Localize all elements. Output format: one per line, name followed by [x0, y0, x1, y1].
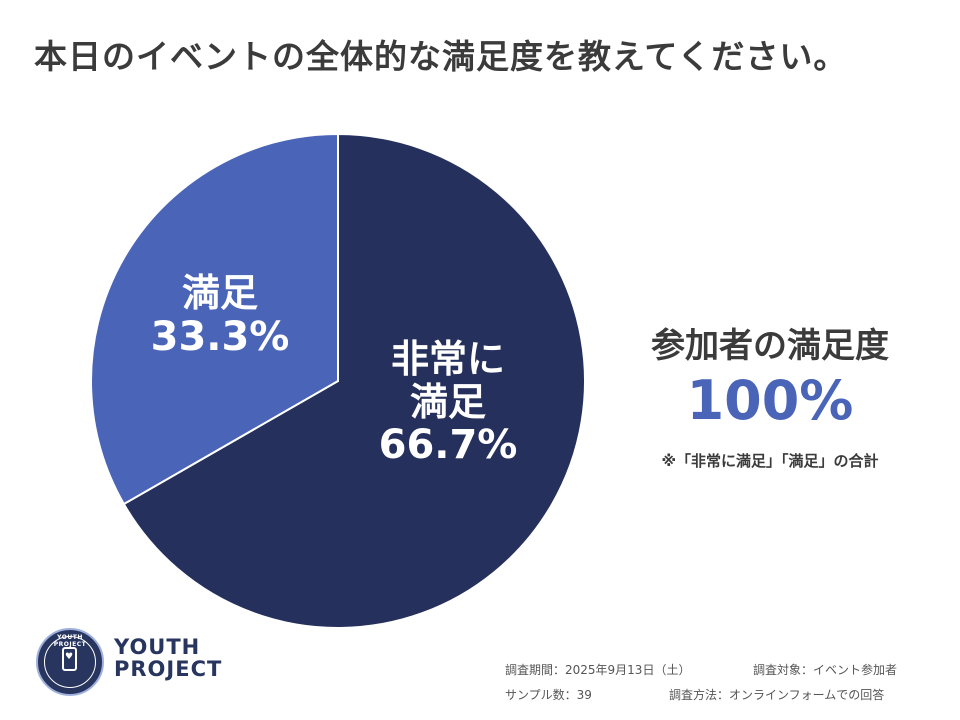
footer-sample-size: サンプル数：39 — [505, 688, 592, 702]
logo-badge-icon: YOUTH PROJECT ♥ — [36, 628, 104, 696]
youth-project-logo: YOUTH PROJECT ♥ YOUTH PROJECT — [36, 628, 226, 698]
summary-value: 100% — [686, 369, 854, 432]
slice-label-hijo-line1: 非常に — [390, 337, 505, 381]
slice-label-hijo-percent: 66.7% — [378, 422, 518, 469]
footer-survey-target: 調査対象：イベント参加者 — [753, 663, 898, 677]
slice-label-manzoku-percent: 33.3% — [150, 313, 290, 360]
logo-word-line1: YOUTH — [114, 635, 201, 659]
slice-label-manzoku-name: 満足 — [181, 271, 258, 315]
slice-label-hijo-line2: 満足 — [409, 379, 486, 424]
badge-text: YOUTH PROJECT — [53, 634, 87, 648]
badge-ring — [44, 636, 96, 688]
footer-survey-method: 調査方法：オンラインフォームでの回答 — [669, 688, 885, 702]
heart-icon: ♥ — [65, 652, 74, 662]
logo-wordmark: YOUTH PROJECT — [114, 636, 222, 680]
page-title: 本日のイベントの全体的な満足度を教えてください。 — [34, 37, 848, 76]
summary-title: 参加者の満足度 — [651, 326, 889, 366]
pie-slice-0 — [122, 132, 586, 629]
summary-panel: 参加者の満足度 100% ※「非常に満足」「満足」の合計 — [610, 318, 930, 471]
slice-label-hijo-manzoku: 非常に 満足 66.7% — [358, 338, 538, 468]
logo-word-line2: PROJECT — [114, 657, 223, 681]
footer-survey-period: 調査期間：2025年9月13日（土） — [505, 663, 691, 677]
phone-icon — [62, 647, 77, 671]
pie-slice-1 — [90, 132, 339, 506]
summary-note: ※「非常に満足」「満足」の合計 — [661, 452, 879, 470]
slice-label-manzoku: 満足 33.3% — [140, 272, 300, 359]
